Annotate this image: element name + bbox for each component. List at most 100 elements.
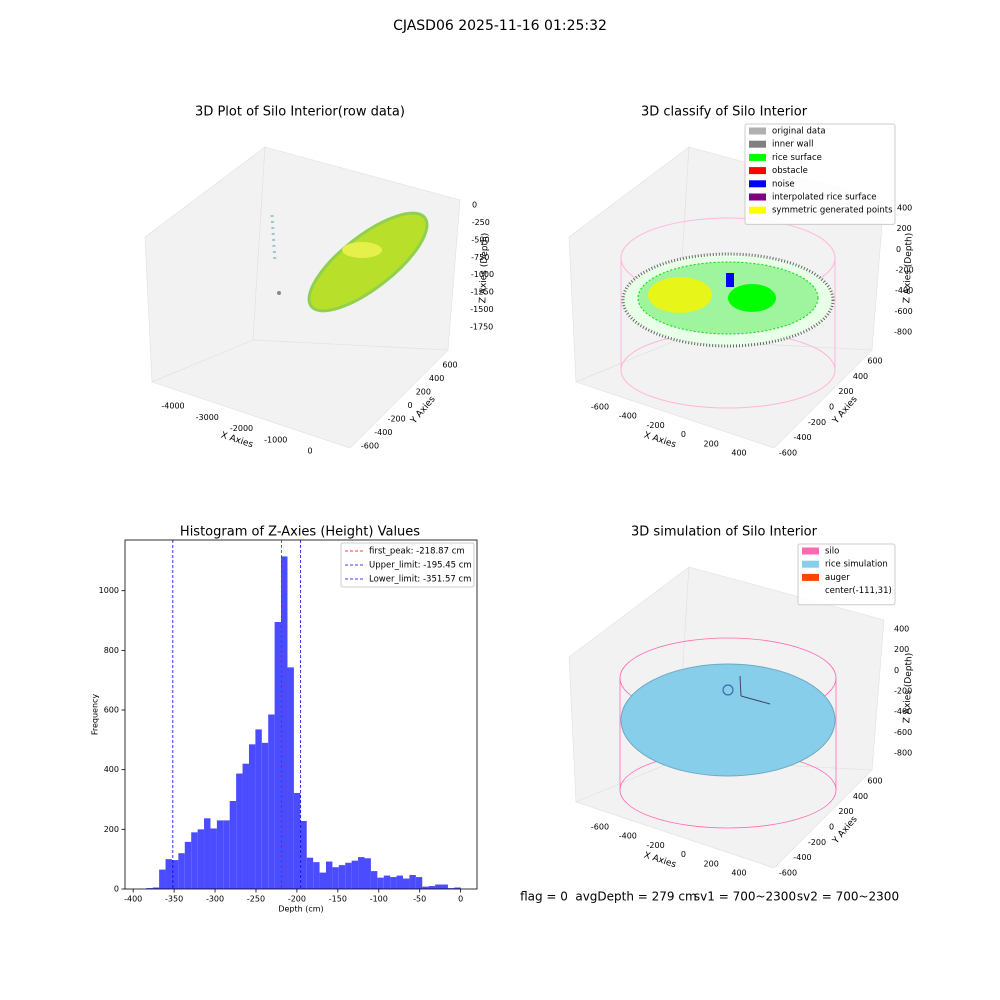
x-tick-label: -250 (247, 895, 265, 904)
chart-title: 3D classify of Silo Interior (641, 105, 808, 120)
bar (409, 874, 416, 889)
legend-label: Upper_limit: -195.45 cm (369, 561, 472, 571)
legend-box (340, 542, 475, 588)
bar (415, 877, 423, 889)
legend-swatch (749, 127, 766, 135)
center-marker (722, 684, 734, 696)
z-tick-label: -600 (894, 728, 912, 737)
bar (236, 773, 243, 889)
y-tick-label: -600 (779, 449, 797, 458)
auger (739, 675, 742, 697)
bar (383, 875, 391, 889)
legend-swatch (802, 547, 819, 555)
pane (151, 339, 449, 449)
z-tick-label: -250 (472, 218, 490, 227)
y-tick-label: -400 (793, 853, 811, 862)
legend-label: rice simulation (825, 560, 888, 570)
legend-swatch (802, 560, 819, 568)
bar (332, 867, 339, 889)
bar (210, 828, 217, 889)
legend-swatch (749, 153, 766, 161)
legend-label: rice surface (772, 153, 822, 163)
x-tick-label: -400 (124, 895, 142, 904)
z-tick-label: -1000 (471, 270, 494, 279)
bar (428, 886, 436, 889)
bar (300, 820, 307, 889)
panel-3d-4 (568, 566, 885, 869)
x-tick-label: 400 (731, 869, 746, 878)
x-tick-label: -1000 (264, 435, 287, 444)
y-tick-label: -400 (374, 428, 392, 437)
bar (191, 832, 198, 889)
chart-title: 3D simulation of Silo Interior (631, 525, 818, 540)
x-tick-label: 0 (681, 430, 686, 439)
bar (402, 878, 410, 889)
y-tick-label: 200 (838, 807, 853, 816)
y-axis-label: Frequency (91, 694, 100, 736)
footer-text: avgDepth = 279 cm (575, 890, 696, 904)
legend-swatch (749, 140, 766, 148)
z-tick-label: 0 (896, 245, 901, 254)
bar (274, 622, 282, 889)
x-tick-label: -2000 (230, 424, 253, 433)
bar (146, 888, 153, 889)
bar (159, 869, 166, 889)
y-tick-label: 0 (829, 403, 834, 412)
bar (281, 556, 288, 889)
rice-surface (728, 284, 776, 312)
bar (171, 860, 179, 889)
y-tick-label: 0 (407, 401, 412, 410)
bar (319, 872, 326, 889)
x-tick-label: -50 (413, 895, 426, 904)
y-tick-label: 0 (829, 823, 834, 832)
y-tick-label: -600 (779, 869, 797, 878)
x-tick-label: 0 (307, 447, 312, 456)
y-tick-label: 0 (114, 885, 119, 894)
y-tick-label: 800 (104, 646, 119, 655)
legend-swatch (749, 167, 766, 175)
z-tick-label: -1500 (470, 305, 493, 314)
bar (184, 841, 192, 889)
bar (152, 887, 160, 889)
bar (447, 888, 455, 889)
y-tick-label: -600 (361, 442, 379, 451)
legend-label: original data (772, 127, 826, 137)
x-tick-label: -3000 (196, 413, 219, 422)
bar (216, 820, 224, 889)
z-tick-label: 200 (894, 645, 909, 654)
auger (740, 695, 771, 705)
z-tick-label: 400 (897, 204, 912, 213)
bar (248, 744, 256, 889)
bar (364, 858, 371, 889)
z-tick-label: -400 (894, 707, 912, 716)
x-tick-label: -600 (591, 823, 609, 832)
legend-label: symmetric generated points (772, 206, 893, 216)
bar (223, 820, 230, 889)
z-tick-label: 0 (472, 201, 477, 210)
point (277, 291, 281, 295)
bar (422, 886, 429, 889)
legend-label: inner wall (772, 140, 813, 150)
footer-text: flag = 0 (520, 890, 568, 904)
y-tick-label: 400 (104, 765, 119, 774)
bar (261, 742, 269, 889)
bar (358, 857, 365, 889)
legend-label: silo (825, 547, 839, 557)
legend-label: Lower_limit: -351.57 cm (369, 575, 471, 585)
z-tick-label: 200 (897, 224, 912, 233)
bar (204, 818, 211, 889)
pane (575, 339, 873, 449)
bar (345, 862, 352, 889)
bar (229, 801, 237, 889)
z-tick-label: -1250 (471, 288, 494, 297)
y-tick-label: 200 (104, 825, 119, 834)
y-tick-label: 1000 (99, 586, 119, 595)
z-tick-label: -400 (895, 286, 913, 295)
bar (197, 829, 205, 889)
legend-label: auger (825, 573, 850, 583)
x-axis-label: X Axies (642, 851, 677, 871)
chart-title: 3D Plot of Silo Interior(row data) (195, 105, 405, 120)
legend-swatch (802, 573, 819, 581)
x-tick-label: -400 (619, 412, 637, 421)
